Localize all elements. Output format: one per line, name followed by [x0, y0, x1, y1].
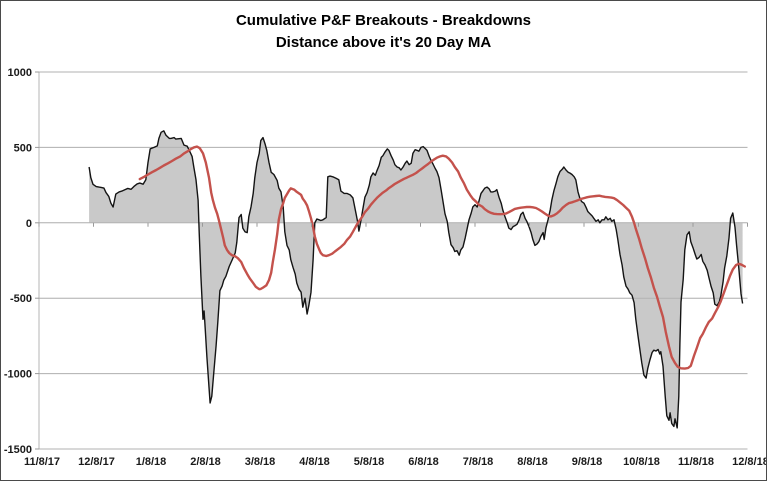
- x-axis-label: 4/8/18: [299, 456, 330, 468]
- x-axis-label: 5/8/18: [354, 456, 385, 468]
- x-axis-label: 2/8/18: [190, 456, 221, 468]
- y-axis-label: 0: [26, 218, 32, 230]
- y-axis-label: -500: [10, 293, 32, 305]
- x-axis-label: 7/8/18: [463, 456, 494, 468]
- chart-title-line2: Distance above it's 20 Day MA: [275, 34, 492, 51]
- y-axis-label: 1000: [8, 67, 32, 79]
- y-axis-label: 500: [14, 142, 32, 154]
- x-axis-label: 11/8/18: [678, 456, 714, 468]
- chart-title-line1: Cumulative P&F Breakouts - Breakdowns: [235, 12, 532, 29]
- chart-title: Cumulative P&F Breakouts - Breakdowns Di…: [1, 10, 766, 54]
- y-axis-label: -1500: [4, 444, 32, 456]
- x-axis-label: 1/8/18: [136, 456, 167, 468]
- x-axis-label: 11/8/17: [24, 456, 60, 468]
- area-series: [89, 130, 743, 428]
- x-axis-label: 3/8/18: [245, 456, 276, 468]
- ma-line: [138, 145, 746, 370]
- area-outline: [88, 130, 744, 429]
- y-axis-label: -1000: [4, 369, 32, 381]
- x-axis-label: 12/8/18: [732, 456, 767, 468]
- x-axis-label: 8/8/18: [517, 456, 548, 468]
- x-axis-label: 9/8/18: [572, 456, 603, 468]
- x-axis-label: 10/8/18: [623, 456, 660, 468]
- x-axis-label: 12/8/17: [78, 456, 115, 468]
- x-axis-label: 6/8/18: [408, 456, 439, 468]
